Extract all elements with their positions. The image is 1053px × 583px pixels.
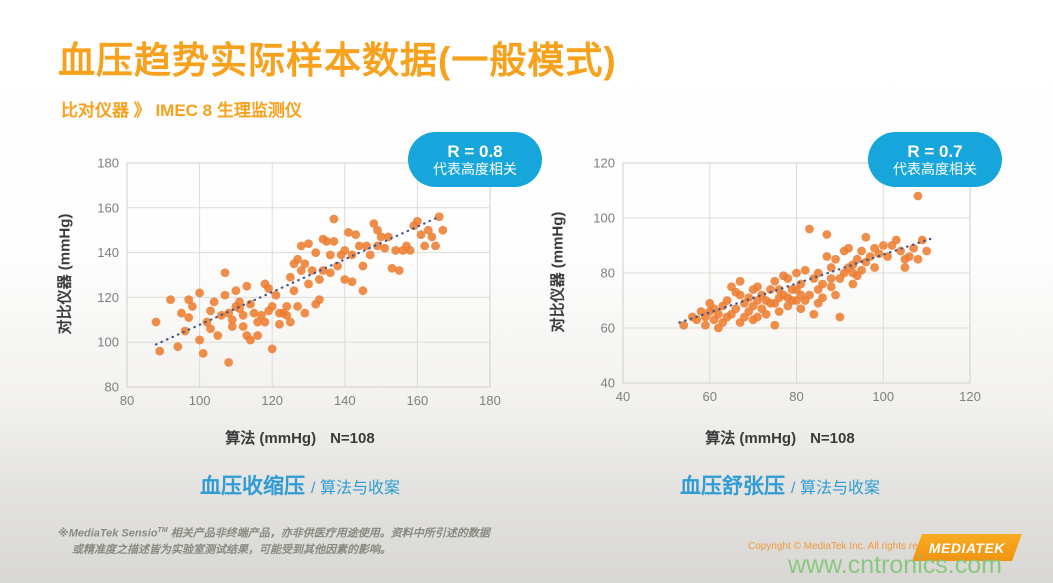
svg-text:120: 120 [593,156,615,171]
scatter-chart-systolic: 80 100 120 140 160 180 80 100 120 140 160 180 [97,156,501,409]
correlation-badge-diastolic: R = 0.7 代表高度相关 [868,132,1002,187]
svg-text:160: 160 [407,393,429,408]
sample-count-label: N=108 [810,430,855,447]
svg-text:120: 120 [97,290,119,305]
subtitle-comparison-device: 比对仪器 》 IMEC 8 生理监测仪 [61,101,302,120]
copyright-text: Copyright © MediaTek Inc. All rights res… [748,541,948,552]
caption-sub-text: / 算法与收案 [791,480,880,497]
r-description-label: 代表高度相关 [893,161,977,177]
r-value-label: R = 0.8 [447,142,503,161]
svg-text:180: 180 [479,393,501,408]
svg-text:120: 120 [261,393,283,408]
svg-text:100: 100 [189,393,211,408]
y-axis-title-diastolic: 对比仪器 (mmHg) [549,211,567,333]
x-axis-title-diastolic: 算法 (mmHg) N=108 [575,427,985,448]
svg-text:60: 60 [601,321,615,336]
cntronics-watermark: www.cntronics.com [788,551,1002,579]
svg-text:60: 60 [703,389,717,404]
page-title: 血压趋势实际样本数据(一般模式) [58,40,617,81]
svg-text:40: 40 [601,376,615,391]
correlation-badge-systolic: R = 0.8 代表高度相关 [408,132,542,187]
disclaimer-brand: ※MediaTek Sensio [58,527,158,540]
disclaimer-line-1-rest: 相关产品非终端产品，亦非供医疗用途使用。资料中所引述的数据 [167,527,490,540]
chart-caption-diastolic: 血压舒张压 / 算法与收案 [575,470,985,500]
svg-text:160: 160 [97,200,119,215]
disclaimer-line-1: ※MediaTek SensioTM 相关产品非终端产品，亦非供医疗用途使用。资… [58,523,490,542]
x-axis-title-systolic: 算法 (mmHg) N=108 [95,427,505,448]
svg-text:80: 80 [789,389,803,404]
svg-text:100: 100 [593,211,615,226]
caption-main-text: 血压舒张压 [680,475,786,498]
x-axis-label-text: 算法 (mmHg) [225,430,317,447]
svg-text:80: 80 [105,380,119,395]
disclaimer-line-2: 或精准度之描述皆为实验室测试结果，可能受到其他因素的影响。 [72,543,391,556]
trademark-sup: TM [157,527,168,534]
svg-text:80: 80 [601,266,615,281]
y-axis-title-systolic: 对比仪器 (mmHg) [56,213,74,335]
caption-sub-text: / 算法与收案 [311,480,400,497]
svg-text:40: 40 [616,389,630,404]
svg-text:180: 180 [97,156,119,171]
sample-count-label: N=108 [330,430,375,447]
chart-caption-systolic: 血压收缩压 / 算法与收案 [95,470,505,500]
svg-text:80: 80 [120,393,134,408]
svg-text:140: 140 [97,245,119,260]
footer-disclaimer: ※MediaTek SensioTM 相关产品非终端产品，亦非供医疗用途使用。资… [58,523,490,558]
x-axis-label-text: 算法 (mmHg) [705,430,797,447]
r-description-label: 代表高度相关 [433,161,517,177]
r-value-label: R = 0.7 [907,142,963,161]
scatter-chart-diastolic: 40 60 80 100 120 40 60 80 100 120 [593,156,981,405]
svg-text:140: 140 [334,393,356,408]
svg-text:100: 100 [97,335,119,350]
svg-text:100: 100 [872,389,894,404]
caption-main-text: 血压收缩压 [200,475,306,498]
svg-text:120: 120 [959,389,981,404]
